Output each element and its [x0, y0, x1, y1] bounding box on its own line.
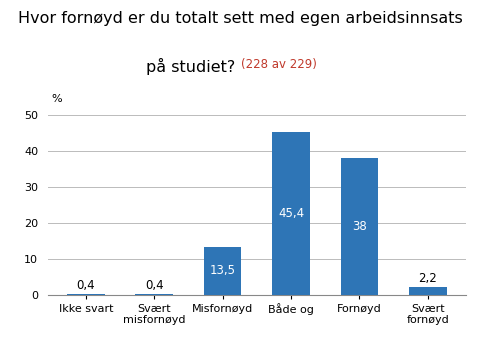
Bar — [409, 287, 446, 295]
Text: Hvor fornøyd er du totalt sett med egen arbeidsinnsats: Hvor fornøyd er du totalt sett med egen … — [18, 11, 462, 26]
Text: 2,2: 2,2 — [419, 272, 437, 285]
Bar — [135, 294, 173, 295]
Bar — [341, 158, 378, 295]
Text: 0,4: 0,4 — [76, 279, 95, 292]
Text: 0,4: 0,4 — [145, 279, 164, 292]
Bar — [204, 247, 241, 295]
Text: 13,5: 13,5 — [210, 264, 236, 278]
Text: på studiet?: på studiet? — [145, 58, 240, 75]
Text: (228 av 229): (228 av 229) — [241, 58, 317, 71]
Text: 45,4: 45,4 — [278, 207, 304, 220]
Bar — [67, 294, 105, 295]
Text: %: % — [51, 94, 62, 104]
Text: 38: 38 — [352, 220, 367, 233]
Bar — [272, 132, 310, 295]
